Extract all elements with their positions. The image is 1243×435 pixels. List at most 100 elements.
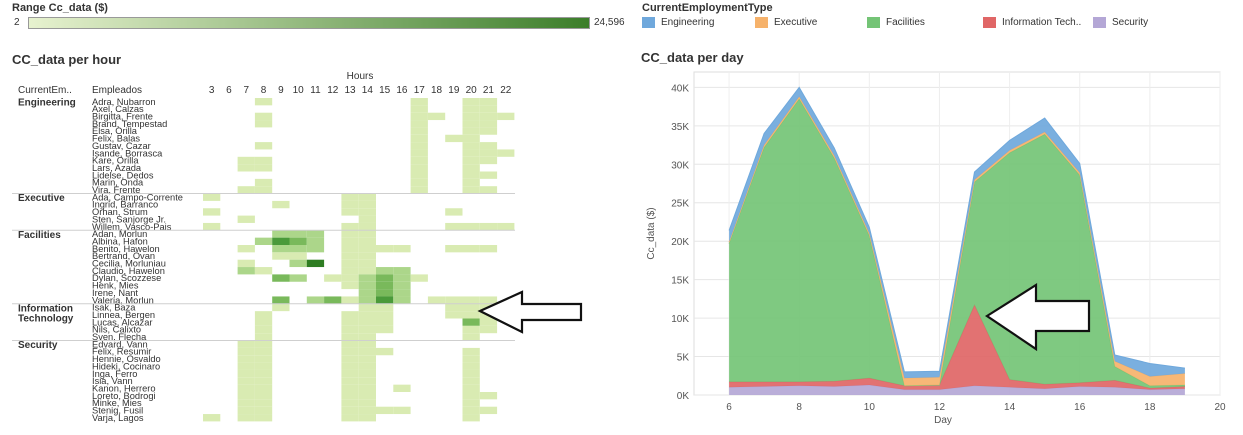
heatmap-cell [254,362,273,370]
heatmap-cell [237,259,255,268]
employee-label: Isande, Borrasca [92,148,163,158]
hour-tick-label: 20 [466,85,478,96]
heatmap-cell [479,318,498,326]
heatmap-cell [358,252,376,260]
heatmap-cell [237,215,255,223]
hour-tick-label: 10 [293,85,305,96]
heatmap-cell [462,414,480,422]
heatmap-cell [445,296,463,304]
area-chart-title: CC_data per day [641,50,744,65]
hour-tick-label: 9 [278,85,284,96]
heatmap-cell [272,274,290,282]
y-tick-label: 15K [671,276,689,287]
heatmap-cell [376,406,394,415]
heatmap-cell [358,245,376,253]
heatmap-cell [341,318,359,326]
heatmap-cell [254,120,273,128]
heatmap-cell [393,406,411,415]
hour-tick-label: 14 [362,85,374,96]
heatmap-cell [272,237,290,245]
heatmap-cell [497,112,515,121]
heatmap-cell [376,325,394,334]
heatmap-cell [237,377,255,385]
heatmap-cell [341,259,359,268]
employee-label: Birgitta, Frente [92,112,153,122]
legend-item[interactable]: Executive [755,17,817,28]
heatmap-cell [445,245,463,253]
heatmap-cell [254,340,273,348]
heatmap-cell [376,281,394,290]
heatmap-cell [358,303,376,312]
hour-tick-label: 18 [431,85,443,96]
heatmap-cell [358,318,376,326]
x-tick-label: 18 [1144,402,1156,413]
employee-label: Inga, Ferro [92,369,137,379]
employee-label: Adra, Nubarron [92,97,156,107]
heatmap-cell [237,406,255,415]
heatmap-cell [237,369,255,378]
legend-item[interactable]: Facilities [867,17,925,28]
legend-label: Information Tech.. [1002,17,1082,28]
heatmap-cell [254,384,273,392]
heatmap-cell [358,259,376,268]
heatmap-cell [462,186,480,194]
heatmap-cell [479,171,498,179]
legend-item[interactable]: Engineering [642,17,714,28]
heatmap-title: CC_data per hour [12,52,122,67]
legend-item[interactable]: Security [1093,17,1148,28]
employee-label: Edvard, Vann [92,339,148,349]
heatmap-cell [341,362,359,370]
heatmap-cell [272,230,290,238]
arrow-annotation [984,283,1091,352]
heatmap-cell [237,399,255,407]
heatmap-cell [341,392,359,400]
heatmap-cell [237,384,255,392]
heatmap-cell [445,208,463,216]
heatmap-cell [358,399,376,407]
heatmap-cell [376,303,394,312]
heatmap-cell [358,222,376,231]
employee-label: Loreto, Bodrogi [92,391,156,401]
hour-tick-label: 13 [344,85,356,96]
employee-label: Minke, Mies [92,398,142,408]
heatmap-cell [341,347,359,356]
heatmap-cell [254,164,273,172]
heatmap-cell [376,267,394,275]
heatmap-cell [393,281,411,290]
heatmap-cell [462,142,480,150]
heatmap-cell [358,208,376,216]
heatmap-cell [427,112,446,121]
heatmap-cell [393,274,411,282]
heatmap-cell [254,311,273,319]
employee-label: Elsa, Orilla [92,126,138,136]
legend-item[interactable]: Information Tech.. [983,17,1081,28]
heatmap-cell [462,127,480,135]
employee-label: Gustav, Cazar [92,141,151,151]
employee-label: Henk, Mies [92,281,139,291]
employee-label: Cecilia, Morluniau [92,259,166,269]
heatmap-cell [341,333,359,341]
heatmap-cell [376,296,394,304]
heatmap-cell [237,245,255,253]
heatmap-cell [410,164,428,172]
hour-tick-label: 11 [310,85,321,96]
legend-swatch [642,17,655,28]
heatmap-cell [410,98,428,106]
heatmap-cell [410,274,428,282]
hour-tick-label: 3 [209,85,215,96]
name-col-header: Empleados [92,85,142,96]
y-tick-label: 30K [671,160,689,171]
group-label: Information [18,303,73,314]
legend-swatch [867,17,880,28]
heatmap-cell [358,347,376,356]
heatmap-cell [462,318,480,326]
heatmap-cell [306,237,325,245]
heatmap-cell [410,171,428,179]
x-tick-label: 12 [934,402,946,413]
heatmap-cell [462,105,480,113]
heatmap-cell [254,142,273,150]
heatmap-cell [341,274,359,282]
heatmap-cell [289,237,307,245]
heatmap-cell [462,112,480,121]
heatmap-cell [341,340,359,348]
